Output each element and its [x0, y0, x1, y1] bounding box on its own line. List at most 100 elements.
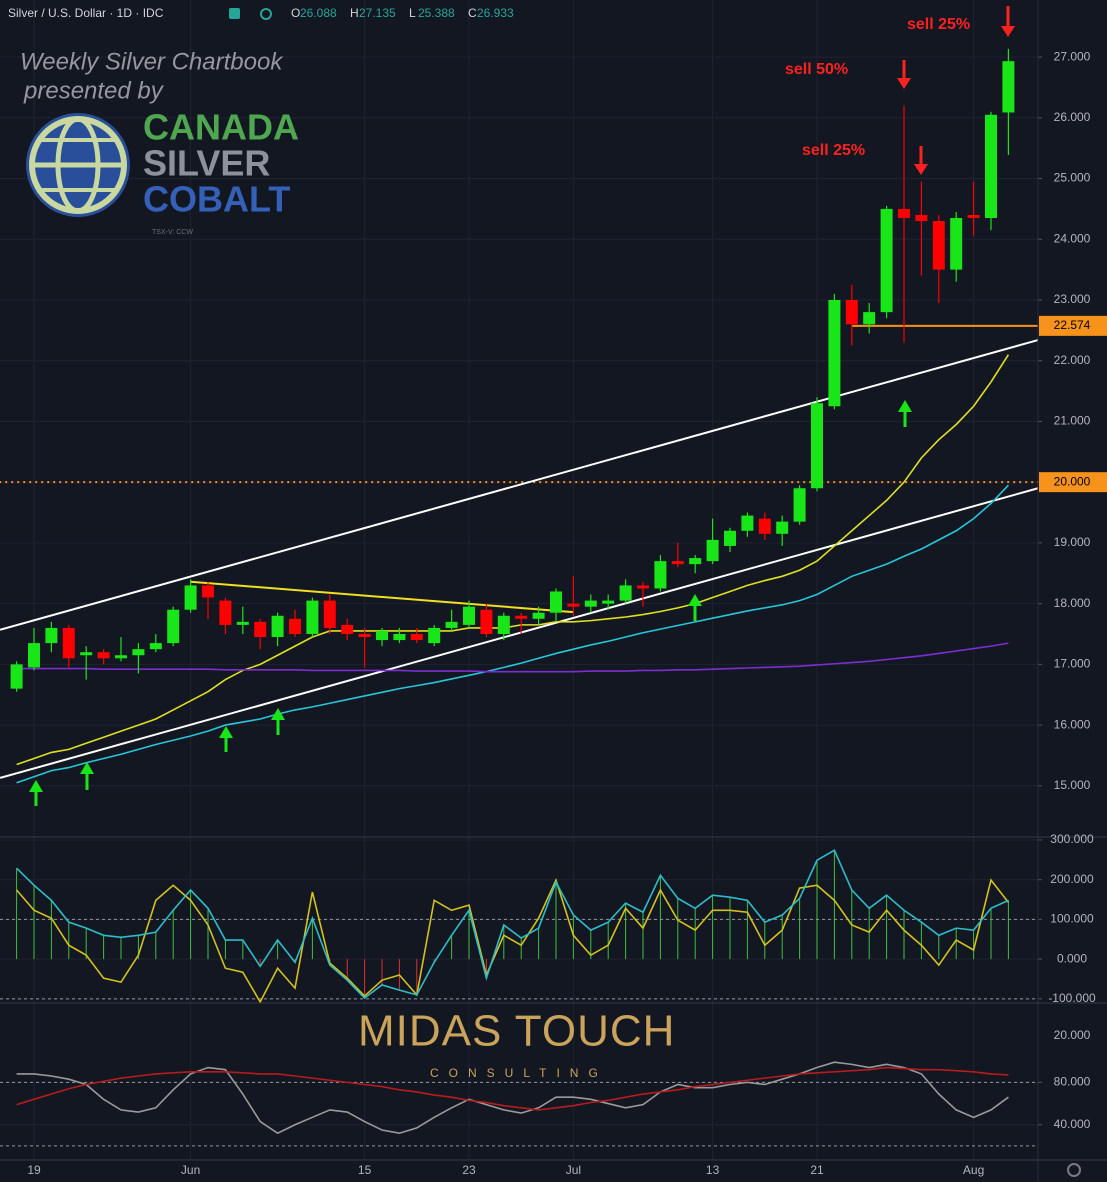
price-label: 22.574	[1054, 318, 1091, 332]
y-tick-label: 300.000	[1050, 832, 1094, 846]
logo-text: CANADA	[143, 107, 299, 148]
price-label: 20.000	[1054, 474, 1091, 488]
x-tick-label: 23	[462, 1163, 476, 1177]
candle-body	[828, 299, 841, 407]
candle-body	[428, 627, 441, 644]
status-icon	[260, 8, 272, 20]
x-tick-label: 15	[358, 1163, 372, 1177]
x-tick-label: Jun	[181, 1163, 200, 1177]
candle-body	[97, 652, 110, 659]
y-tick-label: 23.000	[1054, 292, 1091, 306]
annotation: sell 25%	[907, 16, 970, 33]
candle-body	[132, 649, 145, 656]
y-tick-label: 80.000	[1054, 1075, 1091, 1089]
sponsor-logo: MIDAS TOUCH	[358, 1007, 675, 1056]
candle-body	[880, 208, 893, 313]
logo-ticker: TSX-V: CCW	[152, 229, 193, 236]
y-tick-label: 26.000	[1054, 110, 1091, 124]
y-tick-label: 24.000	[1054, 231, 1091, 245]
ohlc-key: H	[350, 6, 359, 20]
logo-text: COBALT	[143, 179, 290, 220]
candle-body	[532, 612, 545, 619]
candle-body	[654, 561, 667, 589]
candle-body	[915, 214, 928, 222]
settings-icon[interactable]	[1067, 1163, 1081, 1177]
annotation: sell 50%	[785, 61, 848, 78]
candle-body	[202, 585, 214, 598]
candle-body	[236, 621, 249, 625]
candle-body	[689, 558, 702, 565]
candle-body	[863, 312, 876, 325]
candle-body	[219, 600, 232, 625]
symbol-title: Silver / U.S. Dollar · 1D · IDC	[8, 6, 164, 20]
candle-body	[898, 208, 910, 219]
candle-body	[80, 652, 93, 656]
candle-body	[758, 518, 771, 534]
candle-body	[445, 621, 458, 628]
candle-body	[567, 603, 580, 607]
candle-body	[480, 609, 493, 634]
candle-body	[45, 627, 58, 644]
candle-body	[776, 521, 789, 534]
y-tick-label: 22.000	[1054, 353, 1091, 367]
candle-body	[410, 633, 423, 641]
candle-body	[28, 643, 40, 668]
indicator-line	[16, 354, 1010, 766]
y-tick-label: 18.000	[1054, 596, 1091, 610]
y-tick-label: 200.000	[1050, 872, 1094, 886]
candle-body	[637, 585, 649, 589]
trendline	[0, 339, 1039, 631]
candle-body	[254, 621, 267, 638]
y-tick-label: -100.000	[1048, 991, 1096, 1005]
y-tick-label: 19.000	[1054, 535, 1091, 549]
candle-body	[1002, 61, 1015, 113]
y-tick-label: 40.000	[1054, 1117, 1091, 1131]
trendline	[190, 580, 574, 614]
candle-body	[463, 606, 475, 625]
globe-logo	[26, 113, 130, 217]
ohlc-value: 26.088	[300, 6, 337, 20]
candle-body	[950, 218, 963, 270]
logo-text: SILVER	[143, 143, 270, 184]
x-tick-label: 21	[810, 1163, 824, 1177]
candle-body	[584, 600, 597, 607]
candle-body	[149, 643, 162, 650]
brand-line: presented by	[23, 77, 165, 104]
indicator-line	[15, 877, 1010, 1004]
candle-body	[115, 655, 127, 659]
candle-body	[62, 627, 75, 659]
candle-body	[793, 488, 806, 522]
ohlc-key: O	[291, 6, 300, 20]
x-tick-label: Aug	[963, 1163, 984, 1177]
candle-body	[393, 633, 406, 641]
brand-line: Weekly Silver Chartbook	[20, 48, 284, 75]
candle-body	[741, 515, 754, 531]
ohlc-key: C	[468, 6, 477, 20]
price-label-box	[1039, 472, 1107, 493]
indicator-line	[16, 1061, 1009, 1135]
indicator-line	[16, 1066, 1009, 1111]
candle-body	[289, 618, 301, 634]
ohlc-value: 27.135	[359, 6, 396, 20]
ohlc-readout: O 26.088 H 27.135 L 25.388 C 26.933	[291, 6, 514, 20]
candle-body	[497, 615, 510, 634]
buy-arrows	[29, 400, 912, 806]
candle-body	[271, 615, 284, 638]
candle-body	[341, 624, 354, 634]
trendline	[0, 487, 1039, 779]
candle-body	[811, 403, 823, 489]
y-tick-label: 20.000	[1054, 1028, 1091, 1042]
y-tick-label: 17.000	[1054, 657, 1091, 671]
ohlc-value: 26.933	[477, 6, 514, 20]
indicator-line	[16, 484, 1009, 784]
plot-area	[0, 0, 1042, 1160]
candle-body	[515, 615, 528, 619]
x-tick-label: 13	[706, 1163, 720, 1177]
candle-body	[724, 530, 736, 546]
candle-body	[932, 221, 945, 270]
ohlc-value: 25.388	[418, 6, 455, 20]
candle-body	[323, 600, 336, 628]
candle-body	[306, 600, 319, 634]
status-icon	[229, 8, 240, 19]
